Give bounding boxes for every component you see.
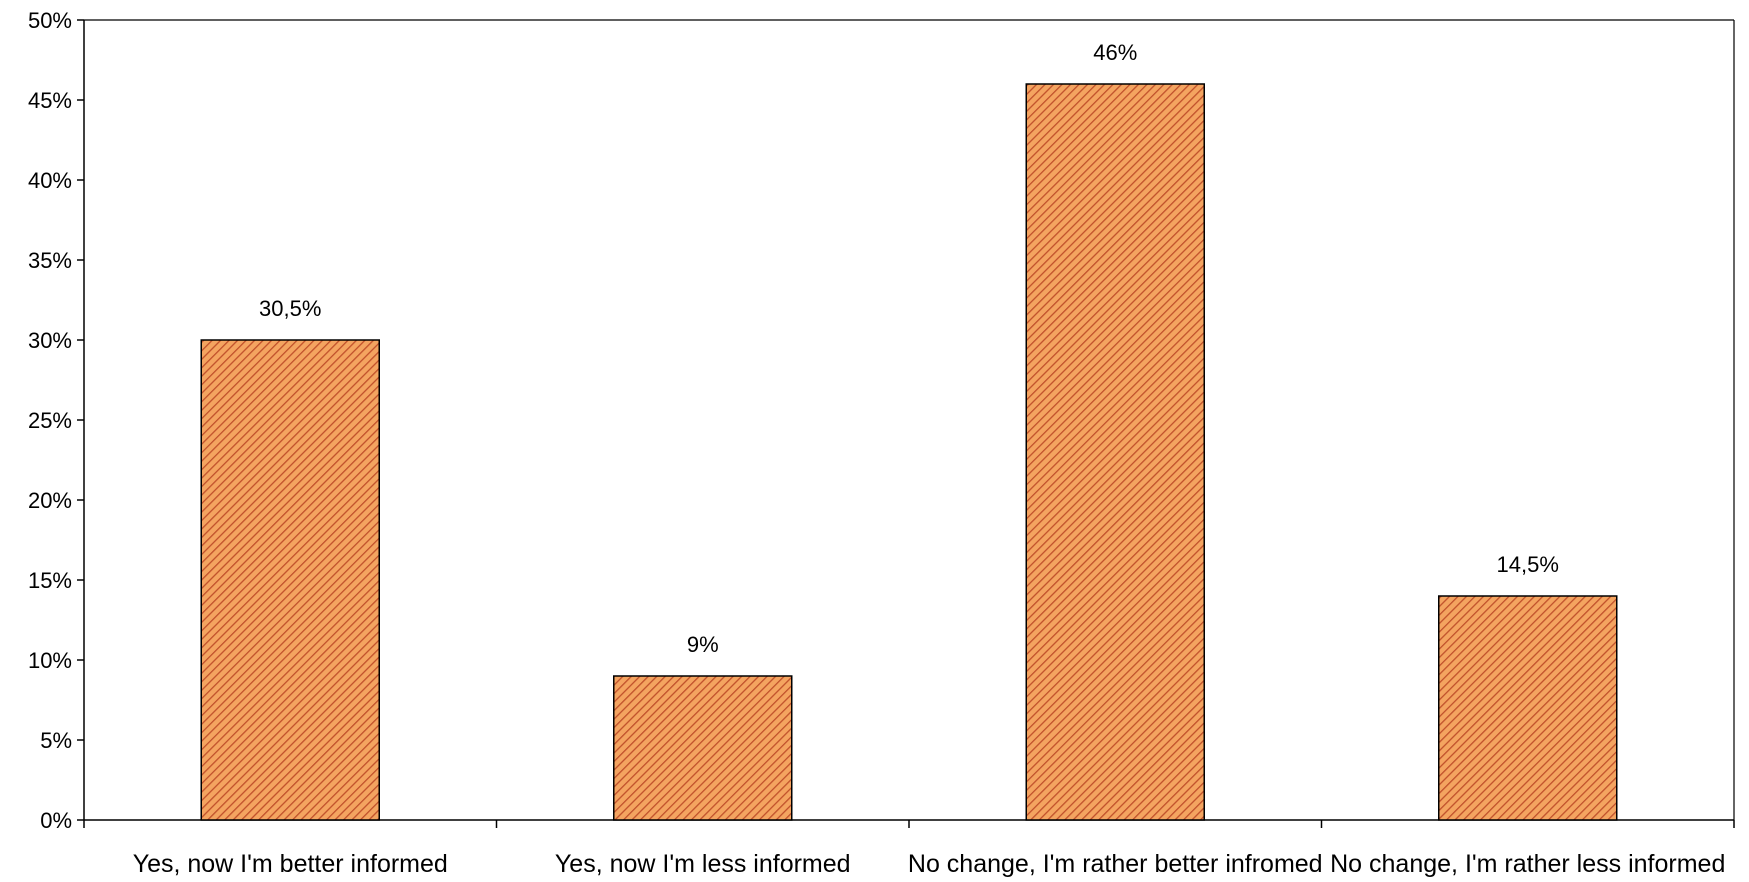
y-tick-label: 35% (28, 248, 72, 273)
bar (1025, 83, 1205, 821)
x-category-label: Yes, now I'm less informed (555, 850, 851, 878)
x-category-label: No change, I'm rather less informed (1330, 850, 1725, 878)
bar (613, 675, 793, 821)
y-tick-label: 10% (28, 648, 72, 673)
bar (200, 339, 380, 821)
plot-area: 0% 5% 10% 15% 20% 25% 30% 35% 40% 45% 50% 30,5% Yes,… (28, 8, 1735, 878)
x-category-label: No change, I'm rather better infromed (908, 850, 1323, 878)
y-tick-label: 30% (28, 328, 72, 353)
y-tick-label: 45% (28, 88, 72, 113)
y-tick-label: 0% (40, 808, 72, 833)
x-category-label: Yes, now I'm better informed (133, 850, 448, 878)
y-tick-label: 5% (40, 728, 72, 753)
y-tick-label: 40% (28, 168, 72, 193)
data-label: 30,5% (259, 296, 321, 321)
data-label: 14,5% (1497, 552, 1559, 577)
y-tick-label: 25% (28, 408, 72, 433)
y-tick-label: 50% (28, 8, 72, 33)
data-label: 46% (1093, 40, 1137, 65)
data-label: 9% (687, 632, 719, 657)
y-tick-label: 15% (28, 568, 72, 593)
y-tick-label: 20% (28, 488, 72, 513)
bar (1438, 595, 1618, 821)
